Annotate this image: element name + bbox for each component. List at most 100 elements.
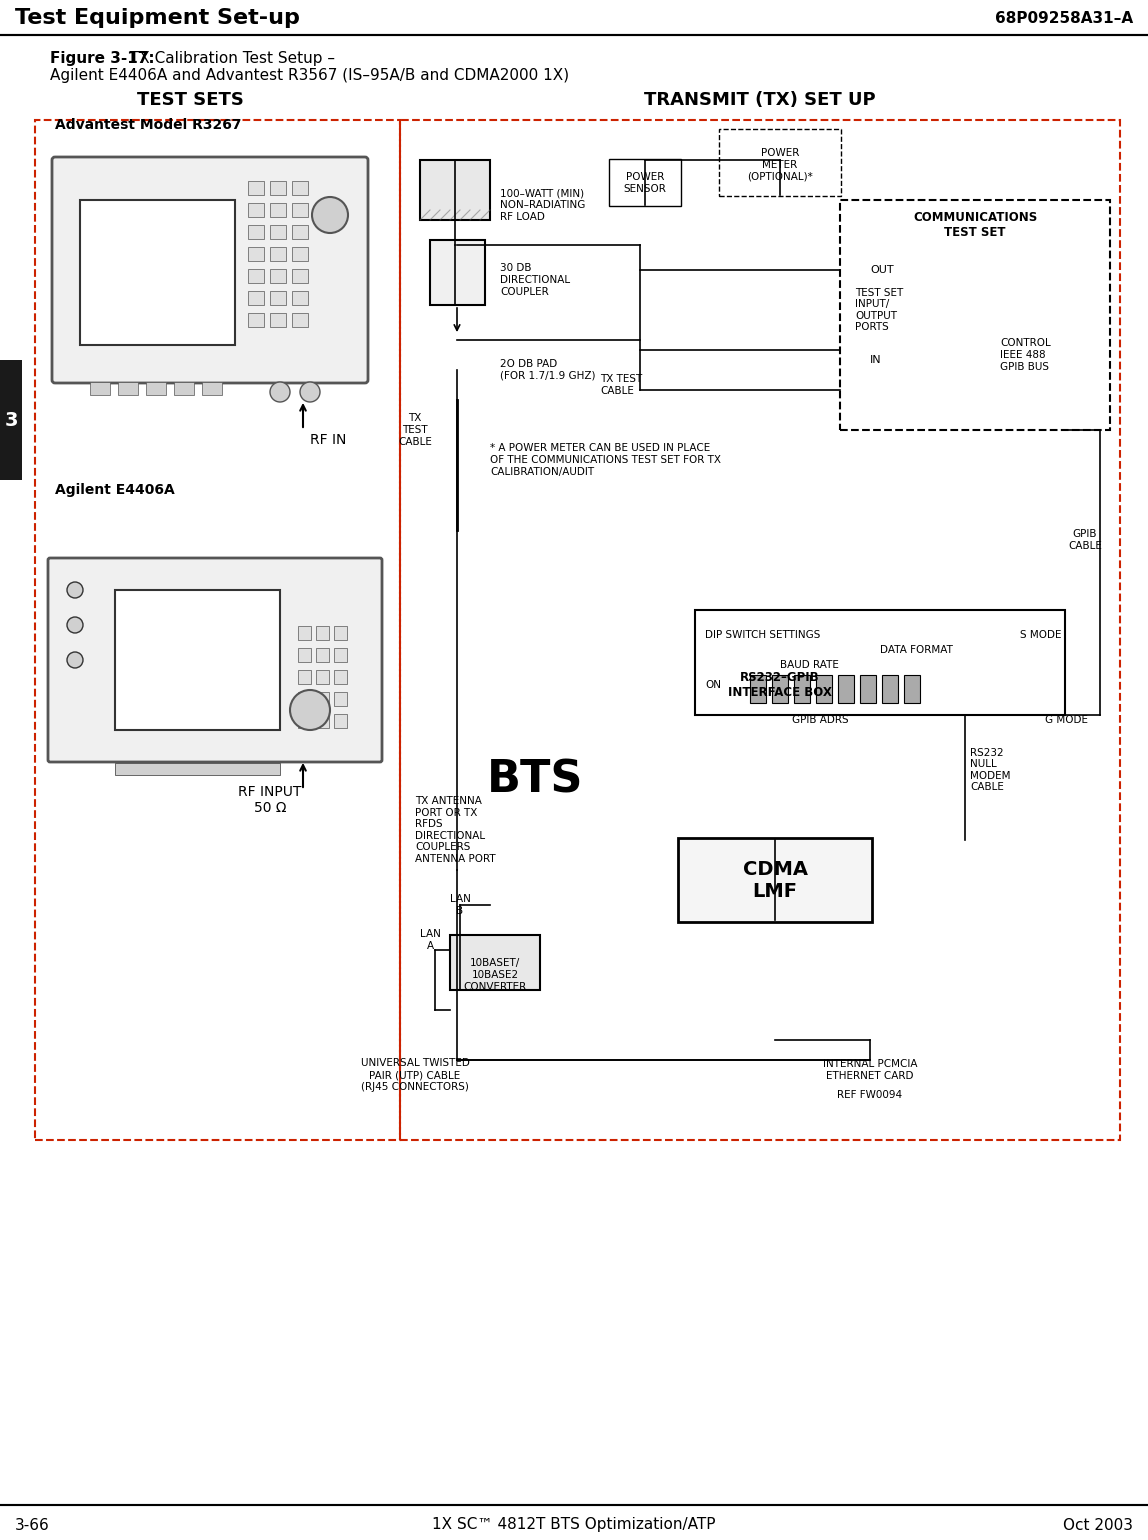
Text: RS232
NULL
MODEM
CABLE: RS232 NULL MODEM CABLE bbox=[970, 747, 1010, 793]
Text: GPIB ADRS: GPIB ADRS bbox=[792, 715, 848, 725]
Text: 1X SC™ 4812T BTS Optimization/ATP: 1X SC™ 4812T BTS Optimization/ATP bbox=[433, 1517, 715, 1532]
Circle shape bbox=[67, 582, 83, 598]
Bar bbox=[270, 291, 286, 305]
Bar bbox=[298, 670, 311, 684]
Text: LAN
B: LAN B bbox=[450, 895, 471, 916]
Bar bbox=[298, 691, 311, 705]
Bar bbox=[316, 691, 329, 705]
Bar bbox=[248, 291, 264, 305]
Text: IN: IN bbox=[870, 356, 882, 365]
Bar bbox=[146, 382, 166, 394]
Text: TX TEST
CABLE: TX TEST CABLE bbox=[600, 374, 642, 396]
Text: TX ANTENNA
PORT OR TX
RFDS
DIRECTIONAL
COUPLERS
ANTENNA PORT: TX ANTENNA PORT OR TX RFDS DIRECTIONAL C… bbox=[414, 796, 496, 864]
Bar bbox=[292, 313, 308, 326]
Bar bbox=[298, 648, 311, 662]
Text: INTERNAL PCMCIA
ETHERNET CARD: INTERNAL PCMCIA ETHERNET CARD bbox=[823, 1060, 917, 1081]
Circle shape bbox=[312, 197, 348, 233]
Bar bbox=[334, 715, 347, 728]
Bar bbox=[450, 935, 540, 990]
Text: Test Equipment Set-up: Test Equipment Set-up bbox=[15, 8, 300, 28]
Bar bbox=[838, 675, 854, 702]
Bar bbox=[115, 590, 280, 730]
Bar bbox=[903, 675, 920, 702]
Text: 2O DB PAD
(FOR 1.7/1.9 GHZ): 2O DB PAD (FOR 1.7/1.9 GHZ) bbox=[501, 359, 596, 380]
Circle shape bbox=[300, 382, 320, 402]
Bar bbox=[115, 762, 280, 775]
Bar bbox=[270, 182, 286, 196]
Bar bbox=[248, 313, 264, 326]
Bar bbox=[334, 691, 347, 705]
Text: TX Calibration Test Setup –: TX Calibration Test Setup – bbox=[125, 51, 335, 66]
Text: POWER
SENSOR: POWER SENSOR bbox=[623, 172, 667, 194]
Circle shape bbox=[67, 618, 83, 633]
Bar bbox=[248, 225, 264, 239]
Bar bbox=[248, 246, 264, 260]
Bar bbox=[270, 313, 286, 326]
Bar bbox=[316, 648, 329, 662]
Text: CONTROL
IEEE 488
GPIB BUS: CONTROL IEEE 488 GPIB BUS bbox=[1000, 339, 1050, 371]
Bar bbox=[292, 203, 308, 217]
Text: TEST SET
INPUT/
OUTPUT
PORTS: TEST SET INPUT/ OUTPUT PORTS bbox=[855, 288, 903, 333]
Text: UNIVERSAL TWISTED
PAIR (UTP) CABLE
(RJ45 CONNECTORS): UNIVERSAL TWISTED PAIR (UTP) CABLE (RJ45… bbox=[360, 1058, 470, 1092]
Text: RF IN: RF IN bbox=[310, 433, 347, 447]
Text: Agilent E4406A and Advantest R3567 (IS–95A/B and CDMA2000 1X): Agilent E4406A and Advantest R3567 (IS–9… bbox=[51, 68, 569, 83]
Text: OUT: OUT bbox=[870, 265, 893, 276]
FancyBboxPatch shape bbox=[0, 360, 22, 480]
Bar bbox=[292, 270, 308, 283]
Bar bbox=[882, 675, 898, 702]
Bar bbox=[34, 120, 400, 1140]
Text: RF INPUT
50 Ω: RF INPUT 50 Ω bbox=[239, 785, 302, 815]
Circle shape bbox=[290, 690, 329, 730]
Text: S MODE: S MODE bbox=[1021, 630, 1062, 641]
Bar bbox=[270, 203, 286, 217]
Circle shape bbox=[67, 651, 83, 668]
Bar bbox=[270, 225, 286, 239]
Text: CDMA
LMF: CDMA LMF bbox=[743, 859, 807, 901]
Bar bbox=[292, 291, 308, 305]
Text: 100–WATT (MIN)
NON–RADIATING
RF LOAD: 100–WATT (MIN) NON–RADIATING RF LOAD bbox=[501, 188, 585, 222]
FancyBboxPatch shape bbox=[719, 129, 841, 196]
Bar bbox=[248, 182, 264, 196]
FancyBboxPatch shape bbox=[608, 159, 681, 206]
Bar bbox=[292, 246, 308, 260]
Bar bbox=[292, 225, 308, 239]
Bar bbox=[248, 270, 264, 283]
Bar bbox=[292, 182, 308, 196]
FancyBboxPatch shape bbox=[48, 557, 382, 762]
Text: 10BASET/
10BASE2
CONVERTER: 10BASET/ 10BASE2 CONVERTER bbox=[464, 958, 527, 992]
Bar bbox=[298, 625, 311, 641]
Bar bbox=[334, 648, 347, 662]
Text: POWER
METER
(OPTIONAL)*: POWER METER (OPTIONAL)* bbox=[747, 148, 813, 182]
Text: G MODE: G MODE bbox=[1045, 715, 1088, 725]
Text: 30 DB
DIRECTIONAL
COUPLER: 30 DB DIRECTIONAL COUPLER bbox=[501, 263, 571, 297]
Bar bbox=[270, 270, 286, 283]
Bar bbox=[270, 246, 286, 260]
Text: TRANSMIT (TX) SET UP: TRANSMIT (TX) SET UP bbox=[644, 91, 876, 109]
Bar bbox=[316, 670, 329, 684]
Bar bbox=[860, 675, 876, 702]
Text: BTS: BTS bbox=[487, 759, 583, 801]
Bar bbox=[174, 382, 194, 394]
Circle shape bbox=[270, 382, 290, 402]
Text: RS232–GPIB
INTERFACE BOX: RS232–GPIB INTERFACE BOX bbox=[728, 671, 832, 699]
Text: Advantest Model R3267: Advantest Model R3267 bbox=[55, 119, 241, 132]
Text: GPIB
CABLE: GPIB CABLE bbox=[1068, 530, 1102, 551]
Text: Figure 3-17:: Figure 3-17: bbox=[51, 51, 155, 66]
Bar bbox=[248, 203, 264, 217]
Bar bbox=[80, 200, 235, 345]
Bar bbox=[430, 240, 484, 305]
Bar bbox=[316, 715, 329, 728]
FancyBboxPatch shape bbox=[678, 838, 872, 922]
Bar bbox=[840, 200, 1110, 430]
Bar bbox=[316, 625, 329, 641]
Bar bbox=[334, 625, 347, 641]
Text: 68P09258A31–A: 68P09258A31–A bbox=[995, 11, 1133, 26]
Text: LAN
A: LAN A bbox=[419, 929, 441, 950]
Text: TX
TEST
CABLE: TX TEST CABLE bbox=[398, 413, 432, 447]
Text: REF FW0094: REF FW0094 bbox=[837, 1090, 902, 1100]
Text: DATA FORMAT: DATA FORMAT bbox=[881, 645, 953, 654]
Text: * A POWER METER CAN BE USED IN PLACE
OF THE COMMUNICATIONS TEST SET FOR TX
CALIB: * A POWER METER CAN BE USED IN PLACE OF … bbox=[490, 444, 721, 476]
Text: DIP SWITCH SETTINGS: DIP SWITCH SETTINGS bbox=[705, 630, 821, 641]
Text: COMMUNICATIONS
TEST SET: COMMUNICATIONS TEST SET bbox=[913, 211, 1037, 239]
Bar bbox=[90, 382, 110, 394]
